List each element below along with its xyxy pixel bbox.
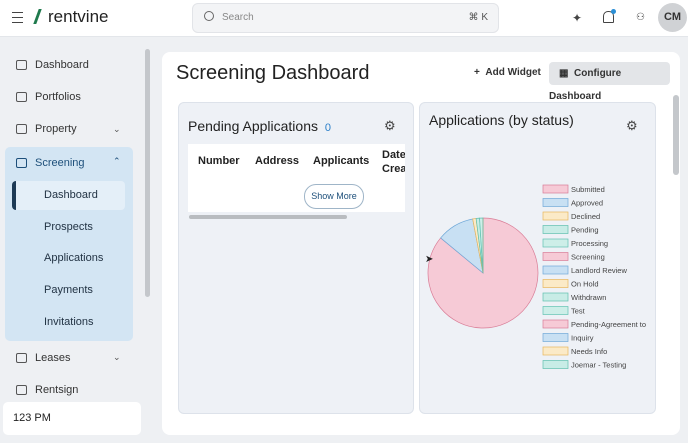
chevron: ⌄	[113, 124, 121, 135]
menu-button[interactable]	[12, 12, 23, 23]
legend-label: Needs Info	[571, 347, 607, 356]
nav-label: Leases	[35, 352, 70, 364]
legend-swatch	[543, 320, 568, 328]
pie-chart: Applications (by status) Submitted Approv…	[420, 103, 655, 393]
search-box[interactable]: Search ⌘ K	[192, 3, 499, 33]
sidebar: Dashboard Portfolios Property ⌄ Screenin…	[0, 37, 153, 443]
legend-swatch	[543, 293, 568, 301]
legend-swatch	[543, 199, 568, 207]
profile-icon[interactable]: ⚇	[636, 12, 645, 23]
legend-swatch	[543, 334, 568, 342]
column-header: Number	[198, 155, 240, 167]
sub-nav-item[interactable]: Applications	[44, 252, 103, 264]
settings-button[interactable]: ⚙	[384, 118, 396, 134]
page-title: Screening Dashboard	[176, 62, 369, 85]
search-icon	[204, 11, 214, 21]
nav-label: Screening	[35, 157, 85, 169]
table: Number Address Applicants Date Crea Show…	[188, 144, 405, 212]
count: 0	[325, 122, 331, 134]
chart-title: Applications (by status)	[429, 112, 574, 128]
button-label: Add Widget	[485, 67, 540, 78]
nav-label: Portfolios	[35, 91, 81, 103]
pending-widget: Pending Applications 0 ⚙ Number Address …	[178, 102, 414, 414]
table-scrollbar	[189, 215, 347, 219]
legend-swatch	[543, 280, 568, 288]
legend-swatch	[543, 347, 568, 355]
legend-swatch	[543, 253, 568, 261]
sub-nav-item[interactable]: Dashboard	[44, 189, 98, 201]
main-scrollbar	[673, 95, 679, 175]
nav-item[interactable]: Portfolios	[16, 91, 81, 103]
nav-item[interactable]: Dashboard	[16, 59, 89, 71]
sub-nav-item[interactable]: Prospects	[44, 221, 93, 233]
nav-label: Rentsign	[35, 384, 78, 396]
column-header: Address	[255, 155, 299, 167]
legend-swatch	[543, 239, 568, 247]
sub-nav-item[interactable]: Invitations	[44, 316, 94, 328]
sidebar-scrollbar	[145, 49, 150, 297]
legend-label: Declined	[571, 212, 600, 221]
search-placeholder: Search	[222, 12, 254, 23]
nav-item[interactable]: Rentsign	[16, 384, 78, 396]
legend-swatch	[543, 212, 568, 220]
legend-swatch	[543, 226, 568, 234]
nav-item[interactable]: Leases	[16, 352, 70, 364]
cursor: ➤	[425, 254, 433, 265]
show-more-button[interactable]: Show More	[304, 184, 364, 209]
configure-button[interactable]: ▦ Configure Dashboard	[549, 62, 670, 85]
legend-label: Inquiry	[571, 334, 594, 343]
widget-title: Pending Applications 0	[188, 118, 331, 134]
sidebar-footer: 123 PM	[3, 402, 141, 435]
nav-item[interactable]: Screening	[16, 157, 85, 169]
nav-item[interactable]: Property	[16, 123, 77, 135]
legend-label: Joemar - Testing	[571, 361, 626, 370]
legend-label: Screening	[571, 253, 605, 262]
legend-swatch	[543, 361, 568, 369]
legend-label: Pending	[571, 226, 599, 235]
chevron: ⌄	[113, 352, 121, 363]
chevron: ⌃	[113, 156, 121, 167]
add-widget-button[interactable]: + Add Widget	[474, 67, 541, 78]
brand[interactable]: rentvine	[48, 7, 108, 27]
sparkle-button[interactable]: ✦	[572, 11, 582, 25]
legend-label: Pending-Agreement to	[571, 320, 646, 329]
widget-title-text: Pending Applications	[188, 118, 318, 134]
search-shortcut: ⌘ K	[469, 12, 488, 23]
legend-label: Withdrawn	[571, 293, 606, 302]
legend-label: On Hold	[571, 280, 599, 289]
legend-swatch	[543, 185, 568, 193]
screening-group	[5, 147, 133, 341]
sub-nav-item[interactable]: Payments	[44, 284, 93, 296]
legend-swatch	[543, 266, 568, 274]
legend-label: Landlord Review	[571, 266, 627, 275]
column-header: Date Crea	[382, 148, 405, 176]
nav-label: Dashboard	[35, 59, 89, 71]
legend-swatch	[543, 307, 568, 315]
legend-label: Test	[571, 307, 586, 316]
column-header: Applicants	[313, 155, 369, 167]
notification-dot	[611, 9, 616, 14]
legend-label: Submitted	[571, 185, 605, 194]
legend-label: Approved	[571, 199, 603, 208]
nav-label: Property	[35, 123, 77, 135]
legend-label: Processing	[571, 239, 608, 248]
avatar[interactable]: CM	[658, 3, 687, 32]
